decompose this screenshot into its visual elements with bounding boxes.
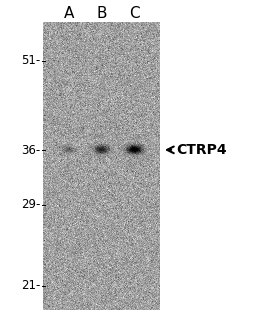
Text: 29-: 29- — [21, 198, 40, 212]
Text: A: A — [63, 7, 74, 21]
Text: 51-: 51- — [21, 54, 40, 67]
Text: C: C — [129, 7, 140, 21]
Text: B: B — [96, 7, 107, 21]
Text: 21-: 21- — [21, 279, 40, 292]
Text: 36-: 36- — [21, 144, 40, 157]
Text: CTRP4: CTRP4 — [176, 143, 227, 157]
